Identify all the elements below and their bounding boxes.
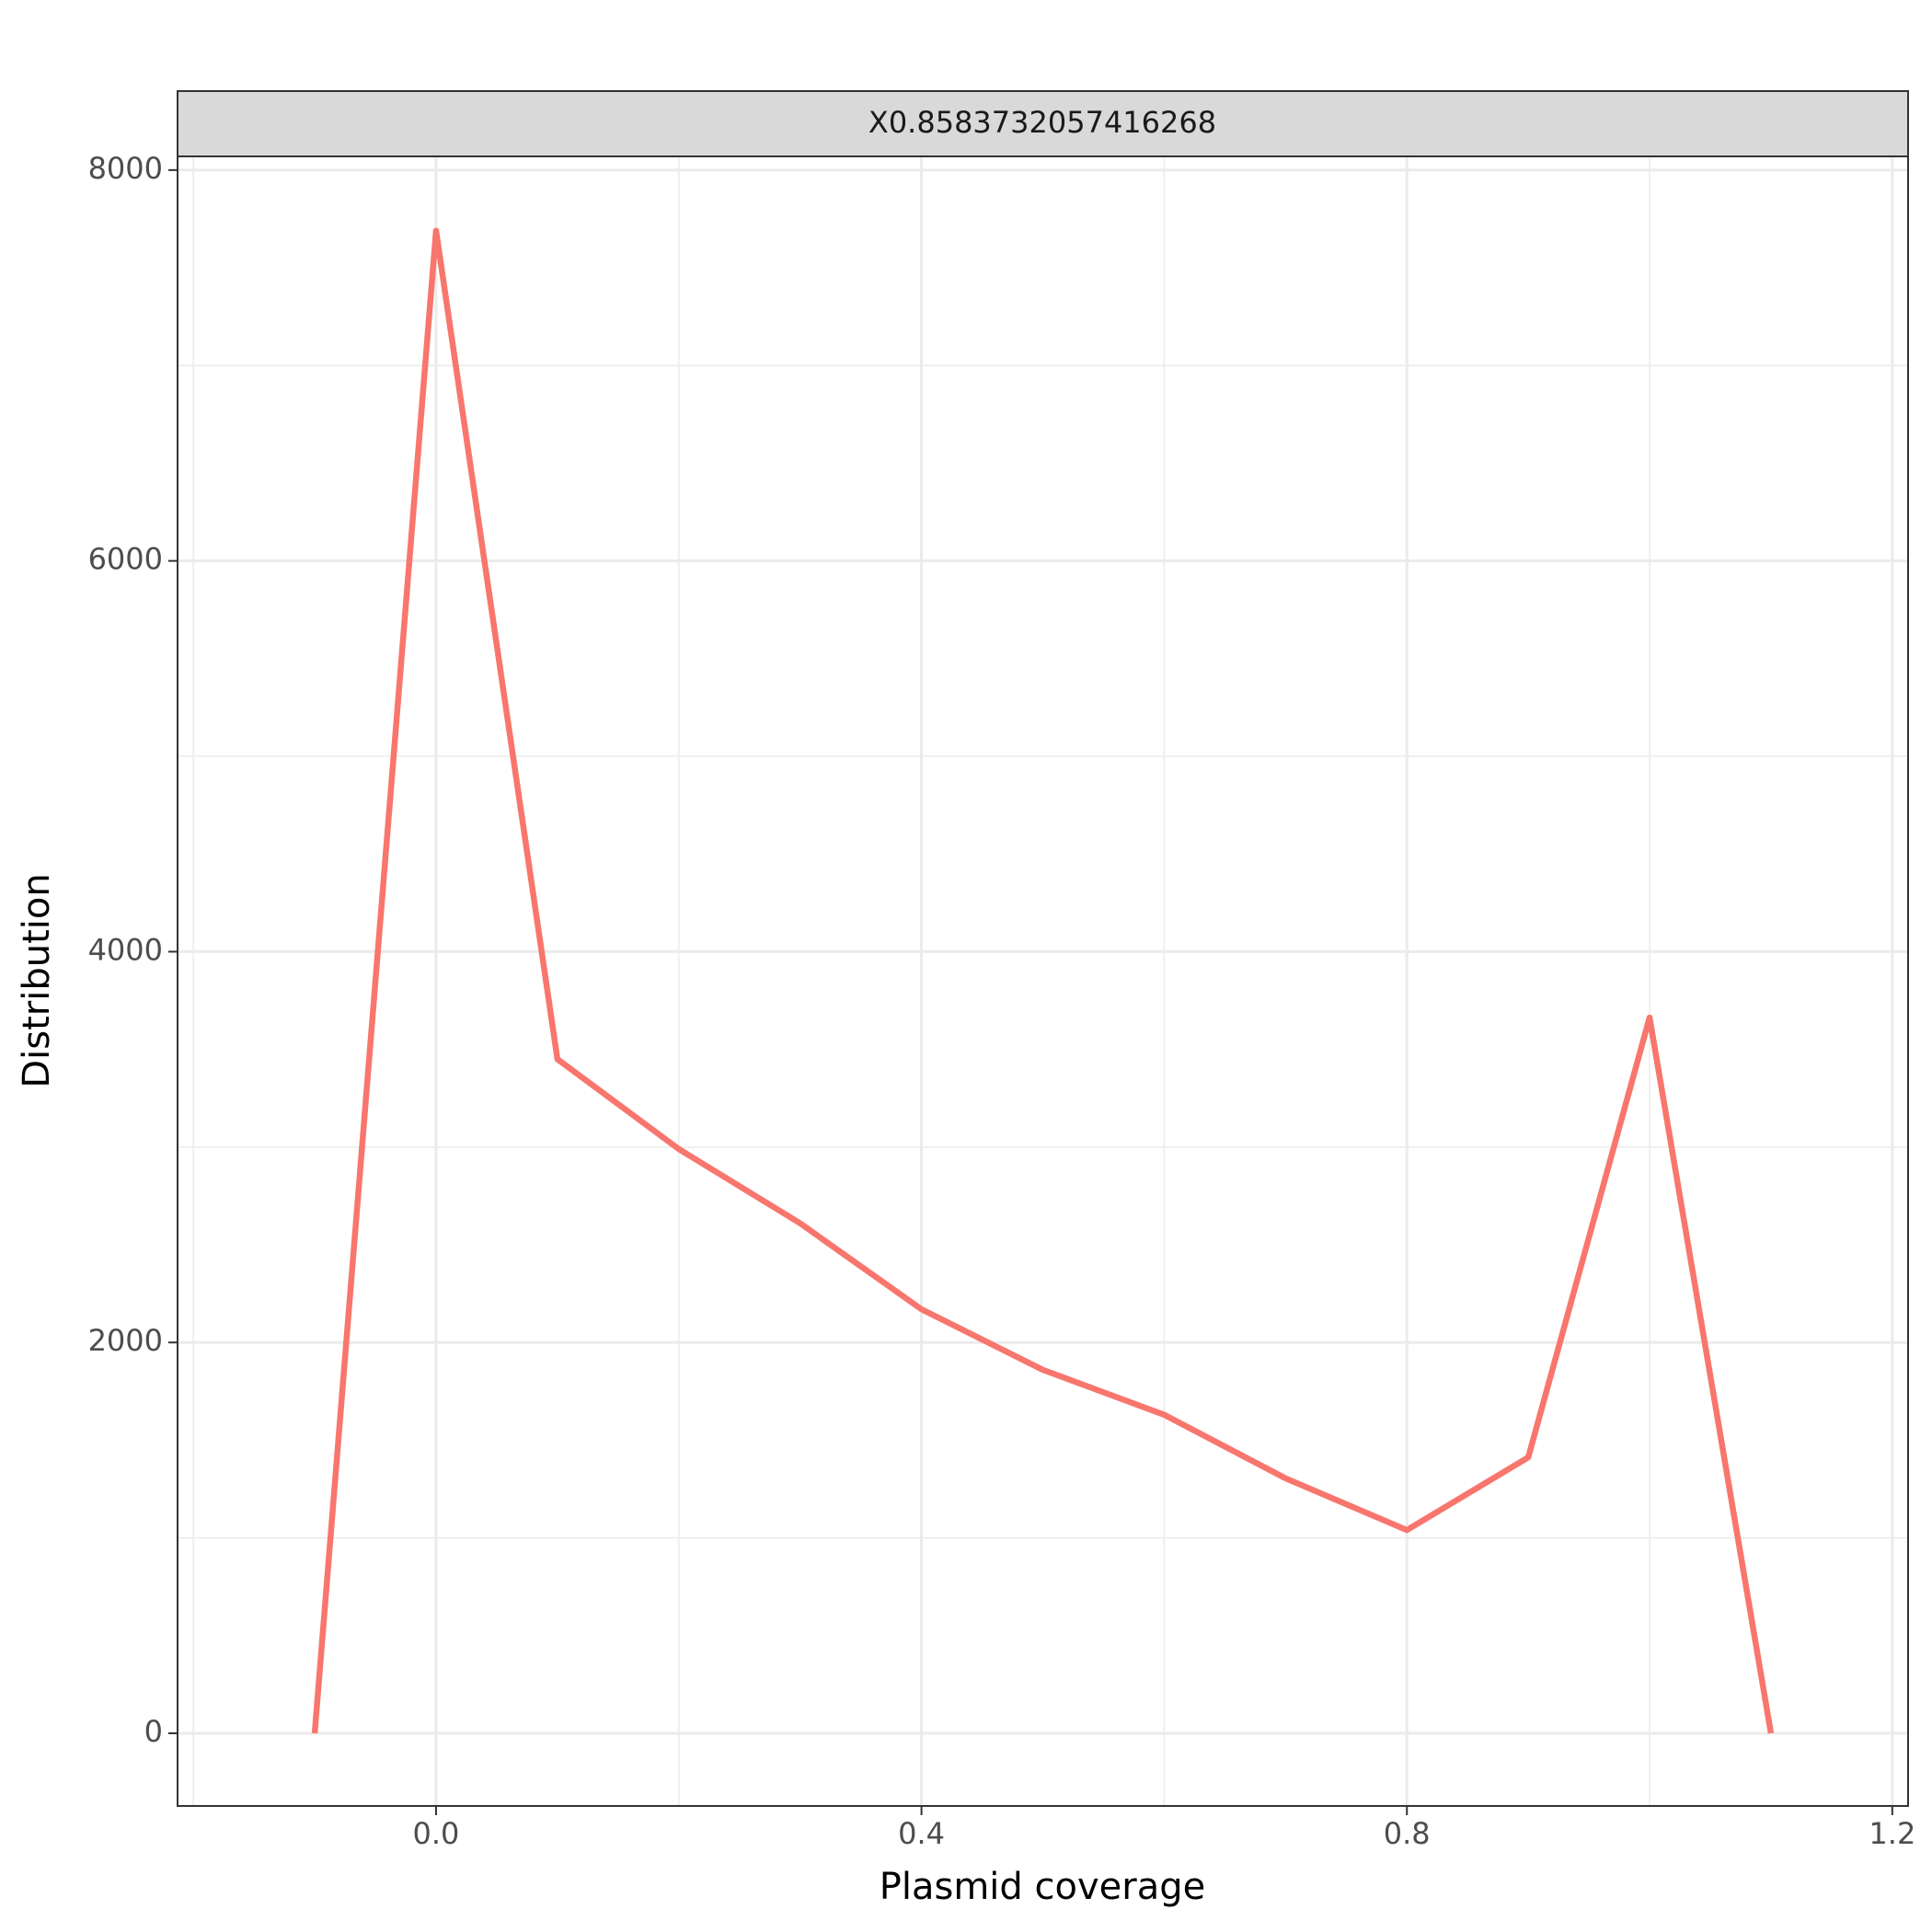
- y-tick-label: 8000: [88, 151, 163, 186]
- grid: [178, 156, 1908, 1806]
- x-tick-label: 0.0: [413, 1816, 460, 1851]
- plot: [311, 227, 1775, 1734]
- y-tick-label: 2000: [88, 1323, 163, 1358]
- line: [311, 227, 1775, 1734]
- y-tick-label: 0: [144, 1714, 163, 1749]
- y-tick-label: 4000: [88, 932, 163, 967]
- x-tick-label: 0.8: [1384, 1816, 1431, 1851]
- y-tick-label: 6000: [88, 542, 163, 577]
- strip-label: X0.8583732057416268: [868, 105, 1216, 140]
- y-axis-title: Distribution: [16, 873, 58, 1087]
- x-tick-label: 1.2: [1869, 1816, 1915, 1851]
- x-axis-title: Plasmid coverage: [880, 1866, 1205, 1908]
- panel-border: [177, 155, 1909, 1807]
- x-tick-label: 0.4: [898, 1816, 945, 1851]
- facet-strip: [177, 90, 1909, 157]
